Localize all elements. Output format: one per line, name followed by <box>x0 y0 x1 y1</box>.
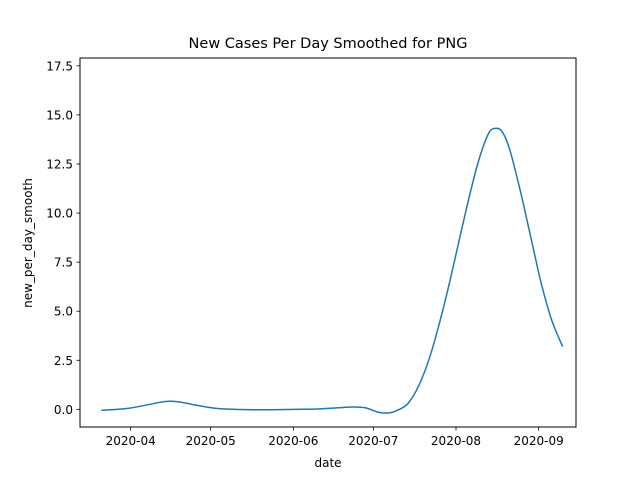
x-axis-label: date <box>314 456 341 470</box>
y-tick-label: 15.0 <box>46 108 73 122</box>
y-axis-label: new_per_day_smooth <box>21 178 35 308</box>
y-tick-label: 17.5 <box>46 59 73 73</box>
chart-title: New Cases Per Day Smoothed for PNG <box>189 36 468 52</box>
x-tick-label: 2020-06 <box>268 434 318 448</box>
y-tick-label: 0.0 <box>54 403 73 417</box>
y-tick-label: 10.0 <box>46 207 73 221</box>
x-tick-label: 2020-09 <box>514 434 564 448</box>
series-line <box>101 127 564 414</box>
y-tick-label: 5.0 <box>54 305 73 319</box>
x-tick-label: 2020-04 <box>106 434 156 448</box>
x-tick-label: 2020-05 <box>186 434 236 448</box>
y-tick-label: 12.5 <box>46 157 73 171</box>
y-tick-label: 7.5 <box>54 256 73 270</box>
x-tick-label: 2020-08 <box>431 434 481 448</box>
x-tick-label: 2020-07 <box>348 434 398 448</box>
y-tick-label: 2.5 <box>54 354 73 368</box>
x-axis: 2020-04 2020-05 2020-06 2020-07 2020-08 2020-… <box>106 427 564 448</box>
plot-area <box>79 57 577 428</box>
y-axis: 0.0 2.5 5.0 7.5 10.0 12.5 15.0 17.5 <box>46 59 80 417</box>
